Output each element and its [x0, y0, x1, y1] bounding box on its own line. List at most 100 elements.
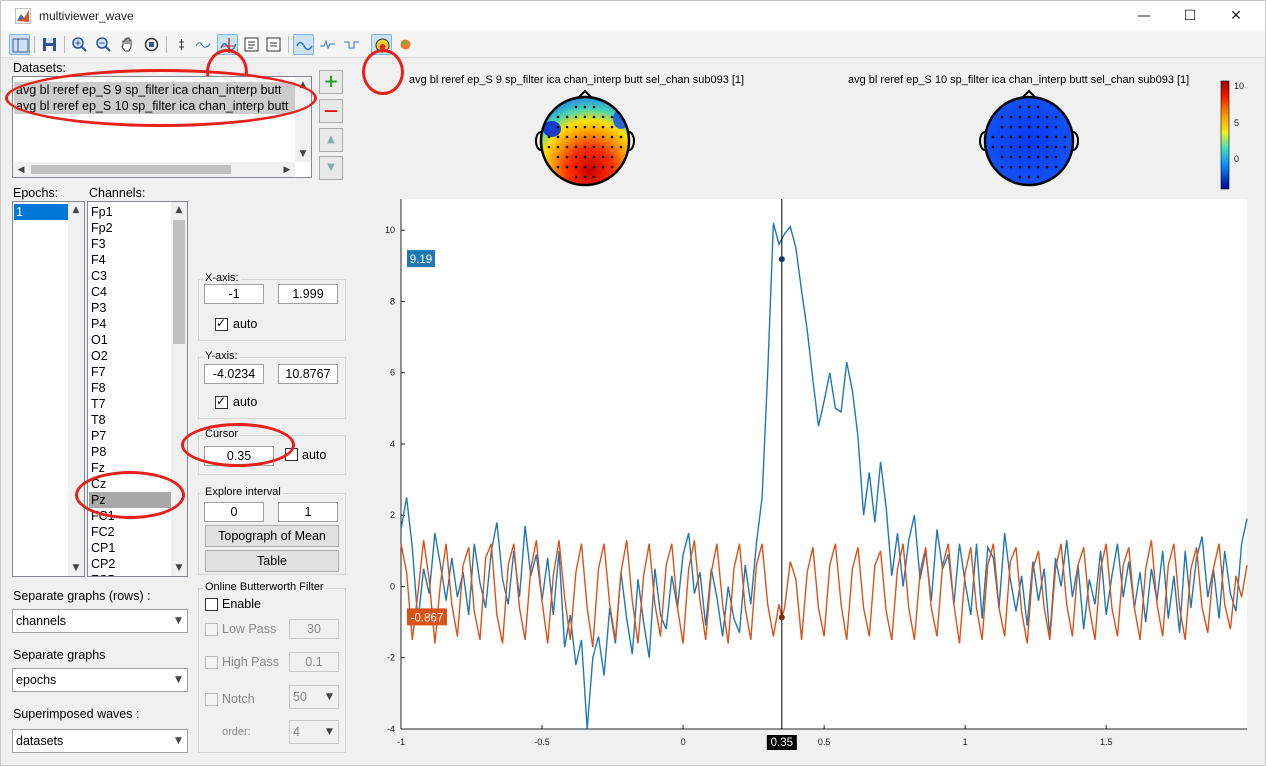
channel-item[interactable]: T7 — [91, 397, 106, 411]
epoch-item[interactable]: 1 — [14, 204, 68, 220]
channel-item[interactable]: Fp1 — [91, 205, 113, 219]
wave-view-icon[interactable] — [293, 34, 314, 55]
explore-to-field[interactable]: 1 — [278, 502, 338, 522]
zoom-out-icon[interactable] — [93, 34, 114, 55]
close-button[interactable]: ✕ — [1230, 8, 1242, 24]
electrode-marker — [1036, 115, 1040, 119]
epochs-vscroll[interactable]: ▲ ▼ — [68, 202, 84, 576]
channel-item[interactable]: FC2 — [91, 525, 115, 539]
cursor-value-field[interactable]: 0.35 — [204, 446, 274, 466]
datasets-vscroll[interactable]: ▲ ▼ — [295, 77, 311, 162]
move-down-icon[interactable]: ▼ — [319, 156, 343, 180]
data-cursor-icon[interactable] — [217, 34, 238, 55]
electrode-marker — [1054, 145, 1058, 149]
channel-item[interactable]: Fp2 — [91, 221, 113, 235]
dataset-item[interactable]: avg bl reref ep_S 9 sp_filter ica chan_i… — [14, 82, 296, 98]
highpass-field[interactable]: 0.1 — [289, 652, 339, 672]
notch-checkbox[interactable] — [205, 693, 218, 706]
highpass-checkbox[interactable] — [205, 656, 218, 669]
channel-item[interactable]: T8 — [91, 413, 106, 427]
electrode-marker — [583, 115, 587, 119]
electrode-marker — [1009, 155, 1013, 159]
channel-item[interactable]: O2 — [91, 349, 108, 363]
scroll-right-icon[interactable]: ▶ — [283, 165, 291, 175]
channels-vscroll[interactable]: ▲ ▼ — [171, 202, 187, 576]
dock-layout-icon[interactable] — [9, 34, 30, 55]
explore-from-field[interactable]: 0 — [204, 502, 264, 522]
remove-dataset-button[interactable]: — — [319, 99, 343, 123]
order-select[interactable]: 4 ▼ — [289, 720, 339, 744]
notch-select[interactable]: 50 ▼ — [289, 685, 339, 709]
yaxis-max-field[interactable]: 10.8767 — [278, 364, 338, 384]
channels-list[interactable]: Fp1 Fp2 F3 F4 C3 C4 P3 P4 O1 O2 F7 F8 T7 T8 P7 P8 Fz Cz Pz… — [87, 201, 188, 577]
save-icon[interactable] — [39, 34, 60, 55]
xaxis-min-field[interactable]: -1 — [204, 284, 264, 304]
channel-item[interactable]: FC5 — [89, 572, 171, 576]
rotate-icon[interactable] — [141, 34, 162, 55]
channel-item[interactable]: FC1 — [91, 509, 115, 523]
scroll-up-icon[interactable]: ▲ — [175, 205, 183, 215]
move-up-icon[interactable]: ▲ — [319, 128, 343, 152]
lowpass-checkbox[interactable] — [205, 623, 218, 636]
superimposed-select[interactable]: datasets ▼ — [12, 729, 188, 753]
cursor-auto-checkbox[interactable] — [285, 448, 298, 461]
x-tick-label: 0 — [681, 737, 686, 747]
electrode-marker — [574, 105, 578, 109]
channel-item[interactable]: CP1 — [91, 541, 116, 555]
scroll-up-icon[interactable]: ▲ — [299, 80, 307, 90]
filter-enable-checkbox[interactable] — [205, 598, 218, 611]
channel-item[interactable]: F8 — [91, 381, 106, 395]
channel-item[interactable]: Pz — [89, 492, 171, 508]
channel-item[interactable]: CP2 — [91, 557, 116, 571]
channel-item[interactable]: P3 — [91, 301, 107, 315]
rows-select[interactable]: channels ▼ — [12, 609, 188, 633]
waveform-plot-area[interactable] — [401, 199, 1247, 729]
scroll-down-icon[interactable]: ▼ — [175, 563, 183, 573]
colorbar-tick: 0 — [1234, 154, 1239, 164]
channel-item[interactable]: C4 — [91, 285, 107, 299]
lowpass-field[interactable]: 30 — [289, 619, 339, 639]
topo-3d-icon[interactable] — [395, 34, 416, 55]
channel-item[interactable]: O1 — [91, 333, 108, 347]
epochs-list[interactable]: 1 ▲ ▼ — [12, 201, 85, 577]
wave-marker-icon[interactable] — [193, 34, 214, 55]
yaxis-min-field[interactable]: -4.0234 — [204, 364, 264, 384]
yaxis-auto-checkbox[interactable] — [215, 394, 228, 409]
channel-item[interactable]: P8 — [91, 445, 107, 459]
scroll-down-icon[interactable]: ▼ — [299, 149, 307, 159]
info-icon[interactable] — [263, 34, 284, 55]
scroll-up-icon[interactable]: ▲ — [72, 205, 80, 215]
properties-icon[interactable] — [241, 34, 262, 55]
channel-item[interactable]: P4 — [91, 317, 107, 331]
channel-item[interactable]: P7 — [91, 429, 107, 443]
channel-item[interactable]: F3 — [91, 237, 106, 251]
datasets-hscroll[interactable]: ◀ ▶ — [13, 162, 295, 177]
stack-icon[interactable] — [171, 34, 192, 55]
cols-select[interactable]: epochs ▼ — [12, 668, 188, 692]
scroll-left-icon[interactable]: ◀ — [17, 165, 25, 175]
pan-hand-icon[interactable] — [117, 34, 138, 55]
table-button[interactable]: Table — [205, 550, 339, 572]
channel-item[interactable]: F7 — [91, 365, 106, 379]
yaxis-label: Y-axis: — [203, 350, 240, 362]
channel-item[interactable]: Cz — [91, 477, 107, 491]
scroll-thumb[interactable] — [173, 220, 185, 344]
maximize-button[interactable]: ☐ — [1183, 8, 1197, 24]
minimize-button[interactable]: — — [1137, 8, 1151, 24]
topography-icon[interactable] — [371, 34, 392, 55]
scroll-down-icon[interactable]: ▼ — [72, 563, 80, 573]
add-dataset-button[interactable]: + — [319, 70, 343, 94]
datasets-list[interactable]: avg bl reref ep_S 9 sp_filter ica chan_i… — [12, 76, 312, 178]
waveform-chart[interactable]: 10 8 6 4 2 0 -2 -4-1 -0.5 0 0.5 1 1.5 9.19 -0.867 0.35 — [361, 191, 1265, 753]
channel-item[interactable]: F4 — [91, 253, 106, 267]
channel-item[interactable]: Fz — [91, 461, 105, 475]
channel-item[interactable]: C3 — [91, 269, 107, 283]
xaxis-max-field[interactable]: 1.999 — [278, 284, 338, 304]
electrode-marker — [991, 135, 995, 139]
zoom-in-icon[interactable] — [69, 34, 90, 55]
peak-icon[interactable] — [317, 34, 338, 55]
topograph-of-mean-button[interactable]: Topograph of Mean — [205, 525, 339, 547]
baseline-icon[interactable] — [341, 34, 362, 55]
dataset-item[interactable]: avg bl reref ep_S 10 sp_filter ica chan_… — [14, 98, 296, 114]
xaxis-auto-checkbox[interactable] — [215, 316, 228, 331]
